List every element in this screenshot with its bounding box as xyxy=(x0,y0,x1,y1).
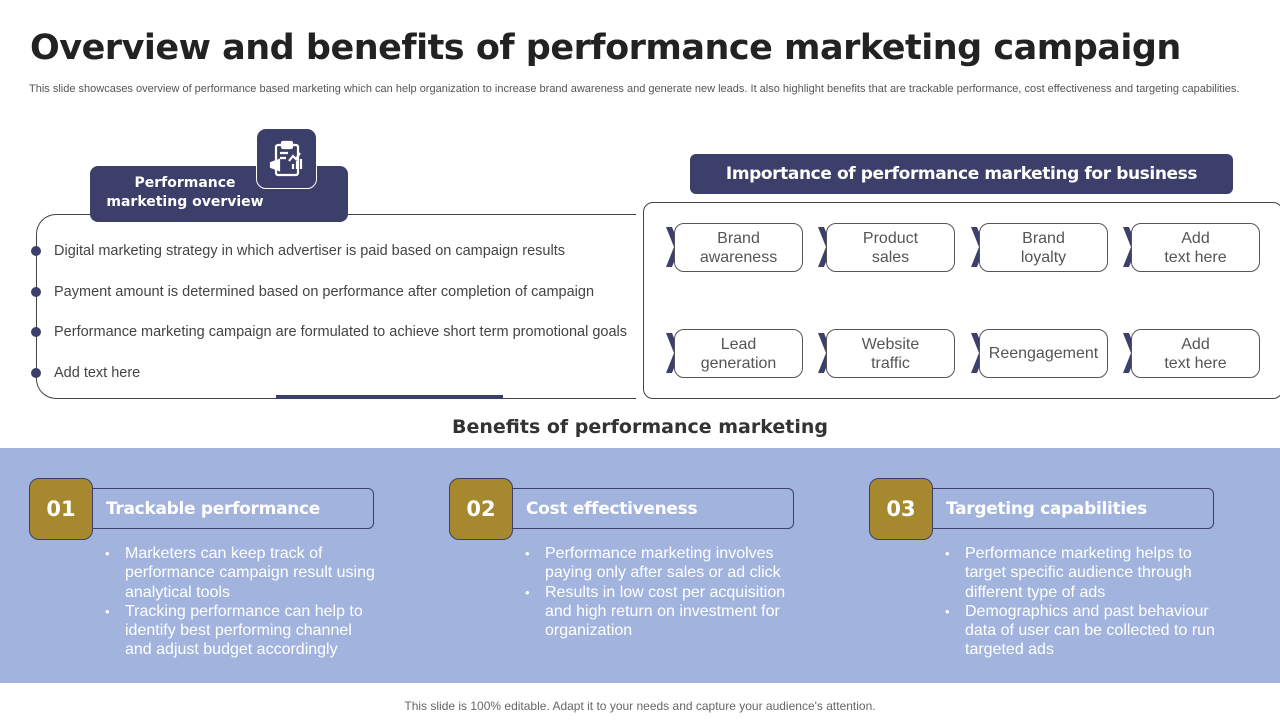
benefit-bullets: Marketers can keep track of performance … xyxy=(105,544,375,660)
item-line1: Product xyxy=(862,229,919,247)
overview-item: Add text here xyxy=(31,365,140,381)
benefit-bullet: Performance marketing involves paying on… xyxy=(525,544,795,583)
benefit-bullet: Tracking performance can help to identif… xyxy=(105,602,375,660)
item-line2: traffic xyxy=(871,354,910,372)
benefit-bullet: Demographics and past behaviour data of … xyxy=(945,602,1215,660)
item-line1: Brand xyxy=(1022,229,1065,247)
importance-item: Website traffic xyxy=(826,329,955,378)
overview-accent-bar xyxy=(276,395,503,399)
item-line2: text here xyxy=(1164,248,1227,266)
importance-item: Brand loyalty xyxy=(979,223,1108,272)
overview-item: Digital marketing strategy in which adve… xyxy=(31,243,565,259)
overview-heading-line1: Performance xyxy=(134,175,236,191)
importance-item: Brand awareness xyxy=(674,223,803,272)
benefit-title: Targeting capabilities xyxy=(920,488,1214,529)
importance-item: Product sales xyxy=(826,223,955,272)
overview-item-text: Payment amount is determined based on pe… xyxy=(54,284,595,300)
item-line2: text here xyxy=(1164,354,1227,372)
benefit-bullet: Results in low cost per acquisition and … xyxy=(525,583,795,641)
item-line1: Website xyxy=(861,335,920,353)
bullet-dot-icon xyxy=(31,246,41,256)
item-line1: Add xyxy=(1181,335,1210,353)
overview-heading-line2: marketing overview xyxy=(106,194,264,210)
benefit-number: 01 xyxy=(29,478,93,540)
item-line1: Reengagement xyxy=(988,345,1099,362)
benefit-title: Trackable performance xyxy=(80,488,374,529)
benefit-number: 03 xyxy=(869,478,933,540)
page-description: This slide showcases overview of perform… xyxy=(29,83,1240,95)
item-line1: Add xyxy=(1181,229,1210,247)
bullet-dot-icon xyxy=(31,327,41,337)
item-line2: loyalty xyxy=(1020,248,1067,266)
overview-item-text: Performance marketing campaign are formu… xyxy=(54,324,628,340)
benefits-heading: Benefits of performance marketing xyxy=(452,416,828,438)
item-line2: awareness xyxy=(699,248,778,266)
benefit-title: Cost effectiveness xyxy=(500,488,794,529)
benefit-bullet: Performance marketing helps to target sp… xyxy=(945,544,1215,602)
importance-heading: Importance of performance marketing for … xyxy=(690,154,1233,194)
bullet-dot-icon xyxy=(31,368,41,378)
item-line1: Brand xyxy=(717,229,760,247)
clipboard-chart-icon xyxy=(256,128,317,189)
item-line2: generation xyxy=(700,354,777,372)
benefit-bullets: Performance marketing involves paying on… xyxy=(525,544,795,640)
overview-item-text: Add text here xyxy=(54,365,141,381)
importance-item: Lead generation xyxy=(674,329,803,378)
importance-item: Add text here xyxy=(1131,223,1260,272)
overview-item-text: Digital marketing strategy in which adve… xyxy=(54,243,565,259)
footer-note: This slide is 100% editable. Adapt it to… xyxy=(404,699,876,713)
item-line1: Lead xyxy=(720,335,757,353)
importance-item: Add text here xyxy=(1131,329,1260,378)
importance-item: Reengagement xyxy=(979,329,1108,378)
overview-item: Payment amount is determined based on pe… xyxy=(31,284,594,300)
benefit-bullets: Performance marketing helps to target sp… xyxy=(945,544,1215,660)
page-title: Overview and benefits of performance mar… xyxy=(30,28,1181,68)
bullet-dot-icon xyxy=(31,287,41,297)
importance-box xyxy=(643,202,1280,399)
benefit-bullet: Marketers can keep track of performance … xyxy=(105,544,375,602)
overview-item: Performance marketing campaign are formu… xyxy=(31,324,627,340)
item-line2: sales xyxy=(871,248,910,266)
benefit-number: 02 xyxy=(449,478,513,540)
